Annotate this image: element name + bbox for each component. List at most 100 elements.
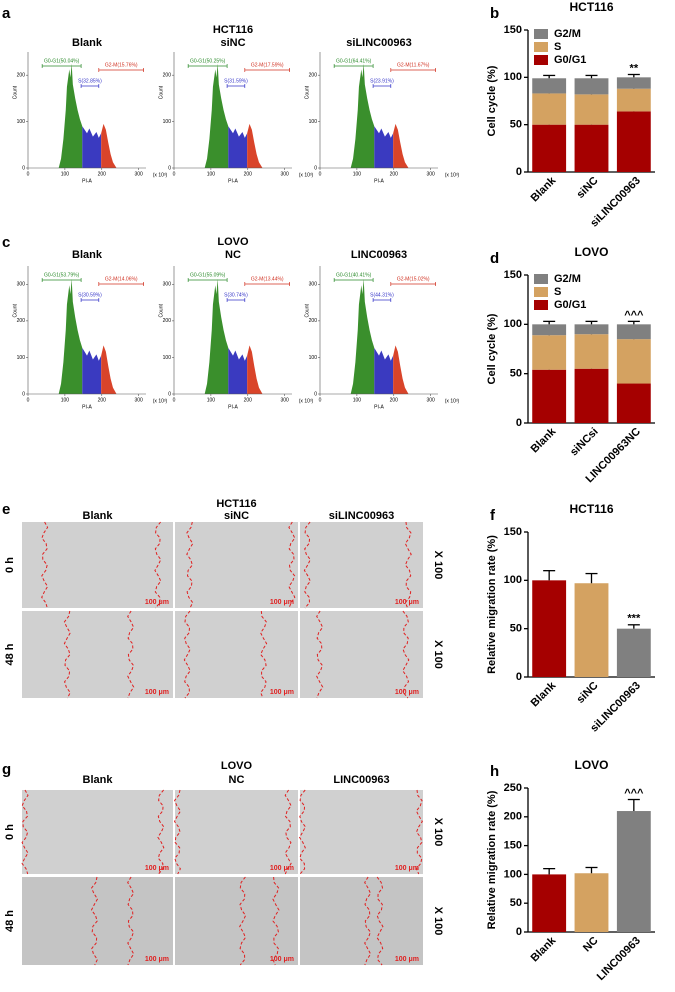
x-tick-label: 100 [207, 171, 216, 177]
gate-label: S(44.31%) [370, 292, 394, 298]
chart-title: LOVO [574, 245, 608, 259]
histogram-title: siNC [220, 37, 245, 49]
wound-edge [364, 876, 372, 966]
histogram-g0g1 [58, 278, 83, 394]
histogram-g0g1 [58, 63, 83, 168]
legend-label: G0/G1 [554, 54, 586, 66]
y-axis-label: Count [158, 85, 164, 99]
gate-label: G2-M(13.44%) [251, 276, 284, 282]
histogram-g2m [101, 345, 117, 394]
gate-label: G0-G1(50.25%) [190, 58, 226, 64]
panel-letter: b [490, 5, 499, 22]
x-tick-label: LINC00963 [595, 935, 643, 983]
histogram-g2m [247, 123, 263, 168]
y-tick-label: 200 [309, 73, 318, 79]
bar [574, 583, 609, 677]
micrograph [175, 611, 298, 698]
gate-label: G2-M(15.02%) [397, 276, 430, 282]
magnification: X 100 [432, 818, 444, 847]
y-tick-label: 150 [504, 269, 522, 281]
wound-edge [298, 789, 306, 875]
x-tick-label: 100 [207, 397, 216, 403]
x-unit: (x 10³) [153, 172, 168, 178]
x-tick-label: 200 [98, 171, 107, 177]
wound-edge [316, 610, 324, 699]
x-tick-label: NC [581, 935, 601, 955]
column-title: siNC [224, 510, 249, 522]
histogram-title: Blank [72, 37, 103, 49]
x-tick-label: siNCsi [568, 426, 601, 459]
significance-mark: *** [627, 613, 641, 625]
y-tick-label: 100 [163, 355, 172, 361]
panel-letter: e [2, 501, 10, 518]
row-label: 48 h [4, 643, 16, 665]
group-title: LOVO [217, 236, 249, 248]
histogram-s [228, 126, 248, 168]
bar-segment [532, 124, 567, 172]
scale-bar-label: 100 μm [270, 689, 294, 696]
y-tick-label: 100 [309, 119, 318, 125]
gate-label: S(30.59%) [78, 292, 102, 298]
y-tick-label: 50 [510, 897, 522, 909]
legend-swatch [534, 29, 548, 39]
bar-segment [532, 324, 567, 336]
bar-segment [574, 124, 609, 172]
y-axis-label: Count [158, 304, 164, 318]
panel-letter: c [2, 234, 10, 251]
histogram-g0g1 [350, 63, 375, 168]
micrograph [22, 522, 173, 608]
magnification: X 100 [432, 640, 444, 669]
y-tick-label: 100 [504, 868, 522, 880]
y-axis-label: Count [12, 304, 18, 318]
histogram-g0g1 [350, 278, 375, 394]
x-tick-label: 100 [61, 171, 70, 177]
row-label: 0 h [4, 557, 16, 573]
x-axis-label: PI-A [82, 178, 92, 184]
x-tick-label: 300 [426, 397, 435, 403]
micrograph [175, 877, 298, 965]
y-tick-label: 50 [510, 623, 522, 635]
micrograph [300, 877, 423, 965]
y-tick-label: 300 [163, 282, 172, 288]
y-tick-label: 200 [309, 318, 318, 324]
gate-label: G2-M(14.06%) [105, 276, 138, 282]
gate-label: S(23.91%) [370, 78, 394, 84]
x-axis-label: PI-A [228, 178, 238, 184]
wound-edge [272, 876, 280, 966]
x-tick-label: 100 [353, 397, 362, 403]
x-axis-label: PI-A [374, 178, 384, 184]
histogram-s [228, 347, 248, 394]
x-tick-label: 0 [27, 397, 30, 403]
scale-bar-label: 100 μm [145, 865, 169, 872]
wound-edge [284, 789, 292, 875]
bar [532, 874, 567, 932]
histogram-title: Blank [72, 249, 103, 261]
y-tick-label: 50 [510, 119, 522, 131]
bar-segment [616, 324, 651, 340]
x-tick-label: 200 [244, 397, 253, 403]
histogram-s [82, 347, 102, 394]
histogram-s [374, 347, 394, 394]
row-label: 48 h [4, 910, 16, 932]
gate-label: G2-M(11.67%) [397, 62, 430, 68]
bar-segment [616, 339, 651, 384]
panel-letter: a [2, 5, 11, 22]
bar-segment [532, 78, 567, 94]
histogram-title: NC [225, 249, 241, 261]
y-tick-label: 100 [504, 318, 522, 330]
histogram-g0g1 [204, 278, 229, 394]
chart-title: LOVO [574, 758, 608, 772]
y-tick-label: 0 [314, 391, 317, 397]
x-tick-label: 300 [280, 171, 289, 177]
wound-edge [402, 610, 410, 699]
histogram-g2m [393, 345, 409, 394]
wound-edge [63, 610, 71, 699]
x-tick-label: 0 [173, 397, 176, 403]
y-axis-label: Relative migration rate (%) [486, 535, 498, 674]
legend-swatch [534, 42, 548, 52]
wound-edge [288, 521, 296, 609]
bar-segment [616, 111, 651, 172]
bar-segment [574, 334, 609, 369]
x-tick-label: Blank [529, 425, 559, 455]
